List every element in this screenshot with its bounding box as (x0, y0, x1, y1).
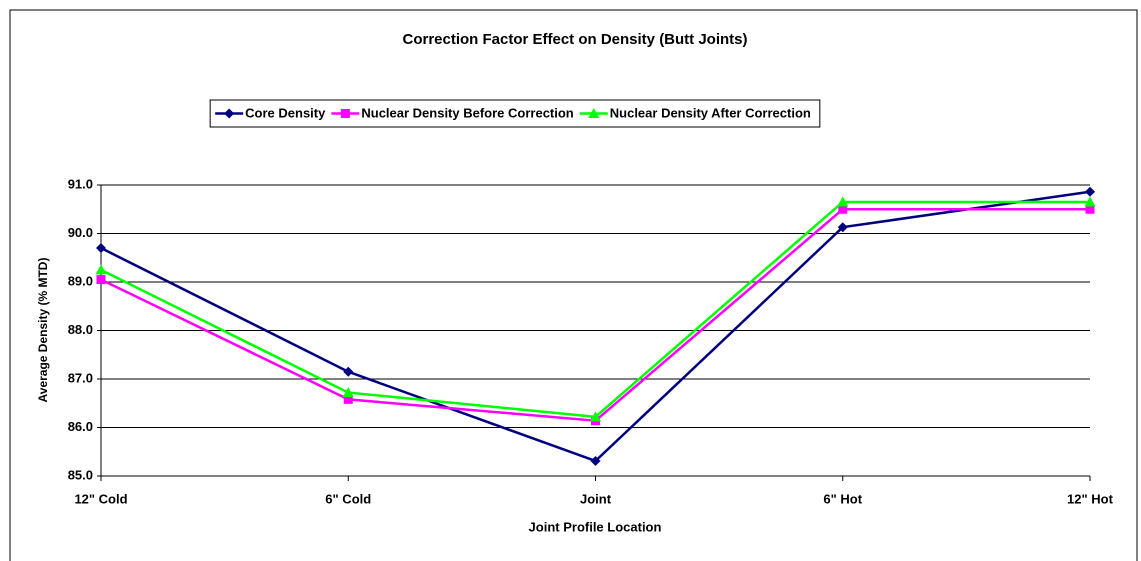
x-tick-label: 12" Cold (74, 491, 127, 506)
data-point (1085, 186, 1095, 197)
x-tick-label: Joint (580, 491, 612, 506)
data-point (837, 196, 849, 207)
y-tick-label: 90.0 (68, 225, 93, 240)
data-point (342, 387, 354, 398)
y-axis-label: Average Density (% MTD) (36, 258, 50, 403)
data-point (837, 222, 848, 233)
y-tick-label: 87.0 (68, 370, 93, 385)
data-point (1084, 196, 1096, 207)
y-tick-label: 88.0 (68, 322, 93, 337)
data-point (590, 455, 601, 466)
data-point (343, 366, 354, 377)
data-point (838, 204, 848, 214)
data-point (590, 411, 601, 422)
y-tick-label: 85.0 (68, 467, 93, 482)
legend-label: Core Density (245, 105, 326, 120)
data-point (95, 264, 107, 275)
legend-marker (224, 108, 235, 119)
x-axis-label: Joint Profile Location (529, 519, 662, 534)
legend-box (209, 99, 821, 128)
y-tick-label: 91.0 (68, 176, 93, 191)
legend: Core Density Nuclear Density Before Corre… (209, 99, 821, 128)
y-tick-label: 89.0 (68, 273, 93, 288)
chart-title: Correction Factor Effect on Density (But… (402, 31, 747, 48)
legend-marker (340, 109, 350, 118)
legend-marker (588, 108, 600, 118)
chart-frame (9, 9, 1138, 561)
data-point (96, 275, 106, 285)
data-point (343, 394, 353, 404)
legend-label: Nuclear Density After Correction (610, 105, 811, 120)
series-line (100, 208, 1090, 423)
y-tick-label: 86.0 (68, 419, 93, 434)
data-point (1085, 204, 1095, 214)
legend-label: Nuclear Density Before Correction (361, 105, 573, 120)
series-line (100, 200, 1090, 419)
x-tick-label: 12" Hot (1067, 491, 1114, 506)
x-tick-label: 6" Hot (823, 491, 862, 506)
data-point (96, 243, 106, 254)
x-tick-label: 6" Cold (325, 491, 371, 506)
